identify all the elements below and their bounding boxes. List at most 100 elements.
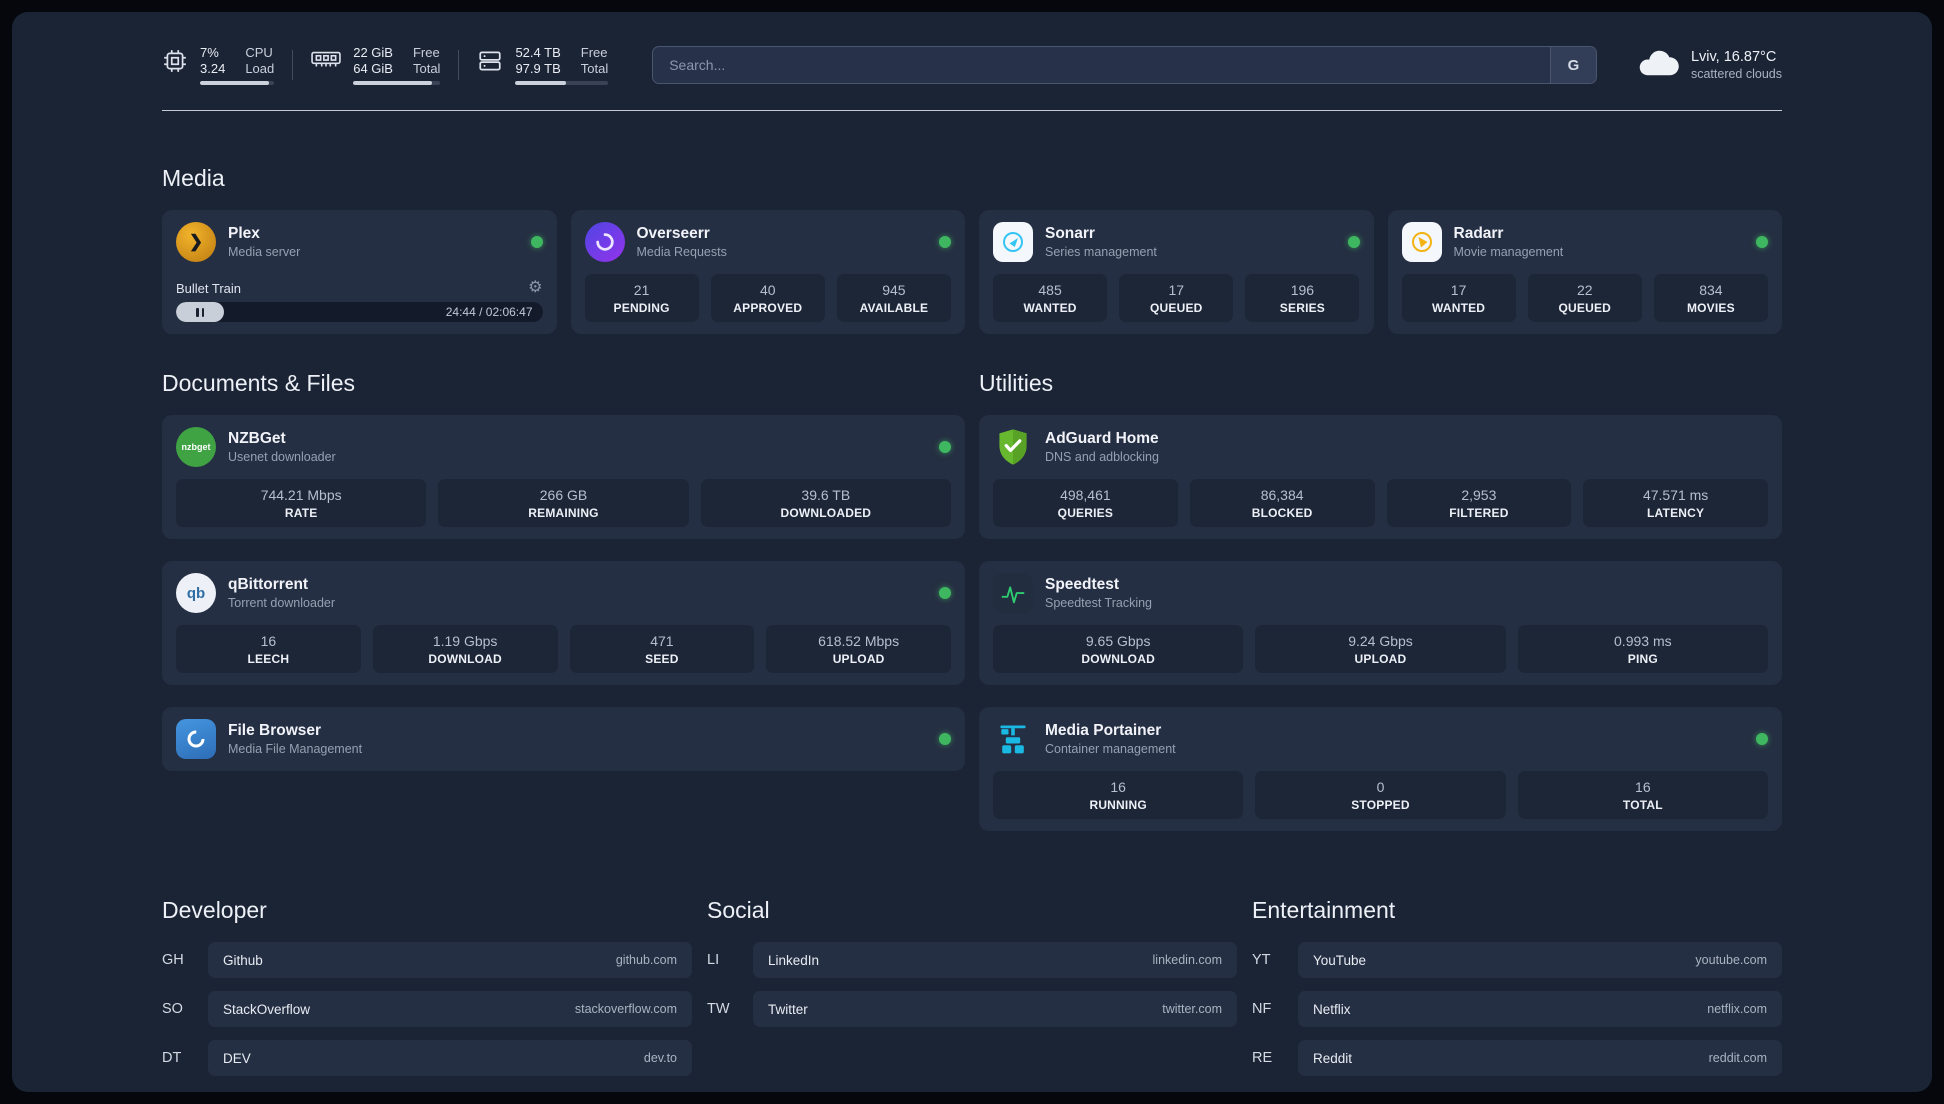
app-name: AdGuard Home: [1045, 430, 1159, 447]
link-name: StackOverflow: [223, 1001, 311, 1017]
stat-label: UPLOAD: [1354, 652, 1407, 666]
disk-free-value: 52.4 TB: [515, 45, 561, 60]
stat-tile: 9.24 Gbps UPLOAD: [1255, 625, 1506, 673]
link-url: dev.to: [643, 1051, 677, 1065]
stat-tile: 0 STOPPED: [1255, 771, 1506, 819]
app-card-filebrowser[interactable]: File Browser Media File Management: [162, 707, 965, 771]
app-subtitle: Container management: [1045, 742, 1176, 756]
stat-label: SERIES: [1279, 301, 1326, 315]
app-name: File Browser: [228, 722, 322, 739]
app-subtitle: Speedtest Tracking: [1045, 596, 1153, 610]
status-dot-online: [939, 733, 951, 745]
ram-total-label: Total: [412, 61, 441, 76]
link-url: linkedin.com: [1152, 953, 1222, 967]
link-abbr: NF: [1252, 1001, 1272, 1017]
app-card-radarr[interactable]: Radarr Movie management 17 WANTED 22 QUE…: [1387, 210, 1782, 334]
stat-tile: 2,953 FILTERED: [1386, 479, 1572, 527]
stat-value: 471: [650, 633, 674, 649]
section-title-social: Social: [707, 897, 770, 923]
stat-label: PING: [1627, 652, 1658, 666]
search-input[interactable]: [653, 47, 1550, 83]
stat-label: MOVIES: [1686, 301, 1735, 315]
sonarr-icon: [993, 222, 1033, 262]
link-github[interactable]: Github github.com: [208, 942, 692, 978]
app-subtitle: Series management: [1045, 245, 1157, 259]
stat-tile: 16 LEECH: [176, 625, 361, 673]
search-engine-button[interactable]: G: [1549, 47, 1596, 83]
plex-now-playing: Bullet Train ⚙ 24:44 / 02:06:47: [176, 280, 543, 322]
stat-tile: 47.571 ms LATENCY: [1583, 479, 1768, 527]
stat-value: 0.993 ms: [1614, 633, 1672, 649]
link-youtube[interactable]: YouTube youtube.com: [1298, 942, 1782, 978]
links-column-entertainment: Entertainment YT YouTube youtube.com NF …: [1252, 897, 1782, 1089]
stat-value: 618.52 Mbps: [818, 633, 900, 649]
app-name: Plex: [228, 225, 260, 242]
link-stackoverflow[interactable]: StackOverflow stackoverflow.com: [208, 991, 692, 1027]
link-abbr: LI: [707, 952, 720, 968]
app-subtitle: Media File Management: [228, 742, 363, 756]
link-abbr: SO: [162, 1001, 183, 1017]
link-name: YouTube: [1313, 952, 1367, 968]
playback-time: 24:44 / 02:06:47: [445, 305, 533, 319]
status-dot-online: [530, 236, 543, 248]
stat-value: 17: [1450, 282, 1467, 298]
stat-value: 9.24 Gbps: [1348, 633, 1413, 649]
link-name: Netflix: [1313, 1001, 1351, 1017]
stat-label: UPLOAD: [832, 652, 885, 666]
link-twitter[interactable]: Twitter twitter.com: [753, 991, 1237, 1027]
app-card-portainer[interactable]: Media Portainer Container management 16 …: [979, 707, 1782, 831]
playback-progress-bar[interactable]: 24:44 / 02:06:47: [176, 302, 543, 322]
link-name: Github: [223, 952, 263, 968]
weather-widget[interactable]: Lviv, 16.87°C scattered clouds: [1637, 48, 1782, 83]
stat-tile: 834 MOVIES: [1653, 274, 1768, 322]
ram-free-label: Free: [412, 45, 440, 60]
stat-label: DOWNLOAD: [428, 652, 502, 666]
stat-tile: 86,384 BLOCKED: [1189, 479, 1375, 527]
gear-icon[interactable]: ⚙: [528, 279, 543, 296]
app-card-sonarr[interactable]: Sonarr Series management 485 WANTED 17 Q…: [979, 210, 1374, 334]
stat-tile: 21 PENDING: [584, 274, 699, 322]
link-netflix[interactable]: Netflix netflix.com: [1298, 991, 1782, 1027]
dashboard: 7% 3.24 CPU Load: [12, 12, 1932, 1092]
app-card-overseerr[interactable]: Overseerr Media Requests 21 PENDING 40 A…: [570, 210, 965, 334]
link-name: LinkedIn: [768, 952, 820, 968]
stat-tile: 618.52 Mbps UPLOAD: [766, 625, 951, 673]
stat-tile: 498,461 QUERIES: [993, 479, 1178, 527]
weather-condition: scattered clouds: [1690, 67, 1782, 81]
topbar-divider: [162, 110, 1782, 111]
media-grid: ❯ Plex Media server Bullet Train ⚙ 24:44…: [162, 210, 1782, 334]
ram-total-value: 64 GiB: [353, 61, 393, 76]
app-card-adguard[interactable]: AdGuard Home DNS and adblocking 498,461 …: [979, 415, 1782, 539]
stat-value: 16: [1635, 779, 1651, 795]
middle-grid: Documents & Files nzbget NZBGet Usenet d…: [162, 334, 1782, 831]
app-card-nzbget[interactable]: nzbget NZBGet Usenet downloader 744.21 M…: [162, 415, 965, 539]
stat-label: SEED: [645, 652, 679, 666]
stat-value: 22: [1576, 282, 1593, 298]
app-card-qbittorrent[interactable]: qb qBittorrent Torrent downloader 16 LEE…: [162, 561, 965, 685]
link-linkedin[interactable]: LinkedIn linkedin.com: [753, 942, 1237, 978]
link-name: Reddit: [1313, 1050, 1353, 1066]
stat-tile: 17 QUEUED: [1119, 274, 1234, 322]
stat-label: APPROVED: [733, 301, 803, 315]
app-subtitle: Media Requests: [636, 245, 727, 259]
stat-label: TOTAL: [1622, 798, 1663, 812]
stat-label: LEECH: [247, 652, 290, 666]
link-name: Twitter: [768, 1001, 808, 1017]
stat-value: 16: [260, 633, 277, 649]
stat-value: 945: [882, 282, 906, 298]
app-subtitle: Movie management: [1453, 245, 1564, 259]
link-reddit[interactable]: Reddit reddit.com: [1298, 1040, 1782, 1076]
app-subtitle: Usenet downloader: [228, 450, 336, 464]
app-card-plex[interactable]: ❯ Plex Media server Bullet Train ⚙ 24:44…: [162, 210, 557, 334]
app-name: Speedtest: [1045, 576, 1120, 593]
link-dev-to[interactable]: DEV dev.to: [208, 1040, 692, 1076]
stat-label: BLOCKED: [1251, 506, 1313, 520]
stat-label: DOWNLOAD: [1081, 652, 1155, 666]
stat-value: 498,461: [1060, 487, 1111, 503]
link-row: TW Twitter twitter.com: [707, 991, 1237, 1027]
app-card-speedtest[interactable]: Speedtest Speedtest Tracking 9.65 Gbps D…: [979, 561, 1782, 685]
portainer-icon: [993, 719, 1033, 759]
pause-button[interactable]: [176, 302, 224, 322]
stat-tile: 744.21 Mbps RATE: [176, 479, 427, 527]
disk-icon: [477, 48, 503, 74]
